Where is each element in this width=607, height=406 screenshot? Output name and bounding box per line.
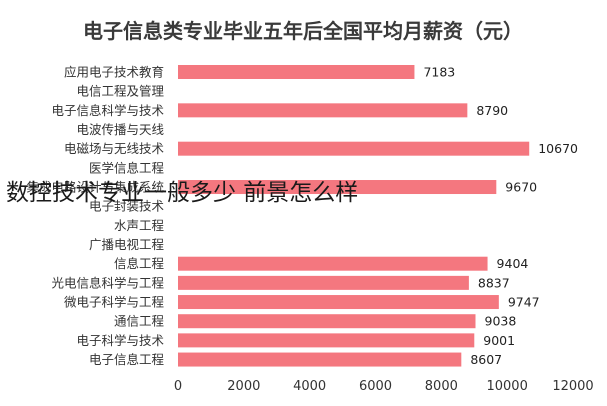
category-label: 水声工程	[114, 218, 165, 233]
bar	[178, 256, 488, 271]
category-labels: 应用电子技术教育电信工程及管理电子信息科学与技术电波传播与天线电磁场与无线技术医…	[26, 65, 164, 368]
category-label: 信息工程	[114, 256, 165, 271]
category-label: 通信工程	[114, 314, 165, 329]
x-tick-label: 12000	[552, 379, 593, 394]
x-tick-label: 6000	[359, 379, 392, 394]
category-label: 电子科学与技术	[76, 333, 164, 348]
category-label: 光电信息科学与工程	[51, 275, 164, 290]
bar	[178, 103, 468, 118]
bar	[178, 333, 475, 348]
data-label: 8837	[478, 275, 510, 290]
data-label: 9038	[485, 314, 517, 329]
bar	[178, 314, 476, 329]
x-tick-label: 4000	[293, 379, 326, 394]
data-label: 7183	[423, 65, 455, 80]
data-label: 9670	[505, 180, 537, 195]
data-label: 8607	[470, 352, 502, 367]
category-label: 电信工程及管理	[76, 84, 164, 99]
bar	[178, 141, 530, 156]
bar	[178, 275, 469, 290]
x-tick-label: 8000	[425, 379, 458, 394]
data-label: 9001	[483, 333, 515, 348]
bar	[178, 295, 499, 310]
category-label: 应用电子技术教育	[64, 65, 164, 80]
data-label: 8790	[476, 103, 508, 118]
x-tick-label: 2000	[227, 379, 260, 394]
category-label: 微电子科学与工程	[64, 295, 165, 310]
x-tick-label: 10000	[486, 379, 527, 394]
bar	[178, 352, 462, 367]
overlay-caption: 数控技术专业一般多少 前景怎么样	[6, 180, 358, 206]
bar	[178, 180, 497, 195]
category-label: 医学信息工程	[89, 160, 165, 175]
category-label: 电磁场与无线技术	[64, 141, 165, 156]
data-label: 9747	[508, 295, 540, 310]
bars	[178, 65, 530, 367]
category-label: 电子封装技术	[89, 199, 165, 214]
bar	[178, 65, 415, 79]
x-tick-label: 0	[174, 379, 182, 394]
category-label: 电波传播与天线	[76, 122, 164, 137]
category-label: 集成电路设计与集成系统	[26, 180, 164, 195]
data-label: 9404	[497, 256, 529, 271]
chart-title: 电子信息类专业毕业五年后全国平均月薪资（元）	[83, 19, 523, 43]
x-axis-ticks: 0 2000 4000 6000 8000 10000 12000	[174, 379, 594, 394]
category-label: 电子信息科学与技术	[51, 103, 164, 118]
value-labels: 7183 8790 10670 9670 9404 8837 9747 9038 9001 860…	[423, 65, 578, 368]
category-label: 电子信息工程	[89, 352, 165, 367]
data-label: 10670	[538, 141, 578, 156]
category-label: 广播电视工程	[89, 237, 165, 252]
